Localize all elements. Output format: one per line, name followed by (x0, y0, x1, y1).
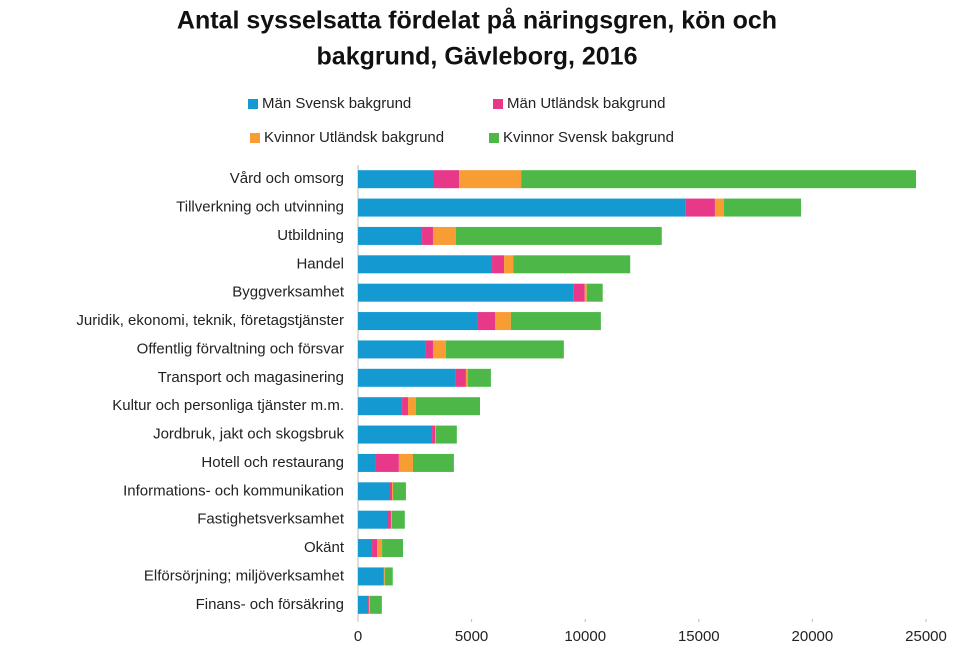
x-tick-label: 25000 (905, 628, 947, 645)
y-tick-label: Juridik, ekonomi, teknik, företagstjänst… (76, 312, 344, 329)
bar-segment (432, 425, 436, 444)
bar-segment (383, 567, 385, 586)
bar-segment (402, 397, 408, 416)
y-tick-label: Byggverksamhet (232, 284, 345, 301)
bar-segment (477, 312, 496, 331)
bar-segment (465, 368, 468, 387)
bar-segment (391, 510, 405, 529)
bar-segment (432, 226, 456, 245)
bar-segment (445, 340, 564, 359)
bar-segment (513, 255, 631, 274)
bar-segment (382, 539, 403, 558)
bar-segment (367, 595, 369, 614)
bar-segment (435, 425, 457, 444)
bar-segment (358, 539, 373, 558)
bar-segment (495, 312, 511, 331)
y-tick-label: Okänt (304, 539, 345, 556)
bar-segment (467, 368, 491, 387)
x-tick-label: 15000 (678, 628, 720, 645)
bar-segment (573, 283, 585, 302)
bar-segment (358, 170, 433, 189)
bar-segment (372, 539, 378, 558)
y-tick-label: Offentlig förvaltning och försvar (137, 340, 344, 357)
bar-segment (504, 255, 514, 274)
chart-title: Antal sysselsatta fördelat på näringsgre… (177, 7, 777, 35)
x-tick-label: 0 (354, 628, 362, 645)
bar-segment (584, 283, 587, 302)
legend-label: Kvinnor Utländsk bakgrund (264, 129, 444, 146)
bar-segment (521, 170, 917, 189)
y-tick-label: Vård och omsorg (230, 170, 344, 187)
bar-segment (358, 283, 574, 302)
bar-segment (685, 198, 715, 217)
y-tick-label: Jordbruk, jakt och skogsbruk (153, 426, 344, 443)
legend-swatch (250, 133, 260, 143)
bar-segment (455, 368, 466, 387)
y-tick-label: Kultur och personliga tjänster m.m. (112, 397, 344, 414)
bar-segment (412, 453, 454, 472)
y-tick-label: Transport och magasinering (158, 369, 344, 386)
bar-segment (382, 567, 384, 586)
y-tick-label: Hotell och restaurang (201, 454, 344, 471)
legend-label: Kvinnor Svensk bakgrund (503, 129, 674, 146)
bar-segment (724, 198, 802, 217)
bar-segment (375, 453, 399, 472)
x-tick-label: 20000 (792, 628, 834, 645)
bar-segment (455, 226, 662, 245)
x-tick-label: 10000 (564, 628, 606, 645)
y-tick-label: Elförsörjning; miljöverksamhet (144, 567, 345, 584)
x-tick-label: 5000 (455, 628, 488, 645)
legend-label: Män Svensk bakgrund (262, 95, 411, 112)
bar-segment (407, 397, 416, 416)
bar-segment (358, 198, 686, 217)
bar-segment (392, 482, 406, 501)
bar-segment (459, 170, 522, 189)
bar-segment (358, 340, 426, 359)
bar-segment (492, 255, 505, 274)
y-tick-label: Handel (296, 255, 344, 272)
bar-segment (358, 368, 456, 387)
bar-segment (358, 482, 391, 501)
bar-segment (384, 567, 393, 586)
bar-segment (425, 340, 433, 359)
bar-segment (390, 482, 393, 501)
bar-segment (586, 283, 603, 302)
bar-segment (358, 567, 383, 586)
bar-segment (358, 255, 493, 274)
bar-segment (510, 312, 601, 331)
bar-segment (398, 453, 413, 472)
bar-segment (714, 198, 725, 217)
y-tick-label: Informations- och kommunikation (123, 482, 344, 499)
bar-segment (358, 453, 376, 472)
y-tick-label: Utbildning (277, 227, 344, 244)
y-tick-label: Fastighetsverksamhet (197, 511, 345, 528)
chart-title: bakgrund, Gävleborg, 2016 (317, 43, 638, 71)
legend-swatch (493, 99, 503, 109)
bar-segment (415, 397, 481, 416)
y-tick-label: Finans- och försäkring (196, 596, 344, 613)
bar-segment (369, 595, 382, 614)
bar-segment (422, 226, 433, 245)
bar-segment (387, 510, 391, 529)
legend-label: Män Utländsk bakgrund (507, 95, 665, 112)
bar-segment (358, 397, 403, 416)
bar-segment (390, 510, 392, 529)
bar-segment (358, 312, 478, 331)
bar-segment (432, 340, 446, 359)
bar-segment (377, 539, 383, 558)
bar-segment (435, 425, 436, 444)
legend-swatch (248, 99, 258, 109)
bar-segment (392, 482, 393, 501)
bar-segment (358, 425, 433, 444)
bar-segment (358, 595, 368, 614)
bar-segment (368, 595, 370, 614)
legend-swatch (489, 133, 499, 143)
bar-segment (358, 226, 423, 245)
bar-segment (432, 170, 460, 189)
y-tick-label: Tillverkning och utvinning (176, 199, 344, 216)
bar-segment (358, 510, 388, 529)
